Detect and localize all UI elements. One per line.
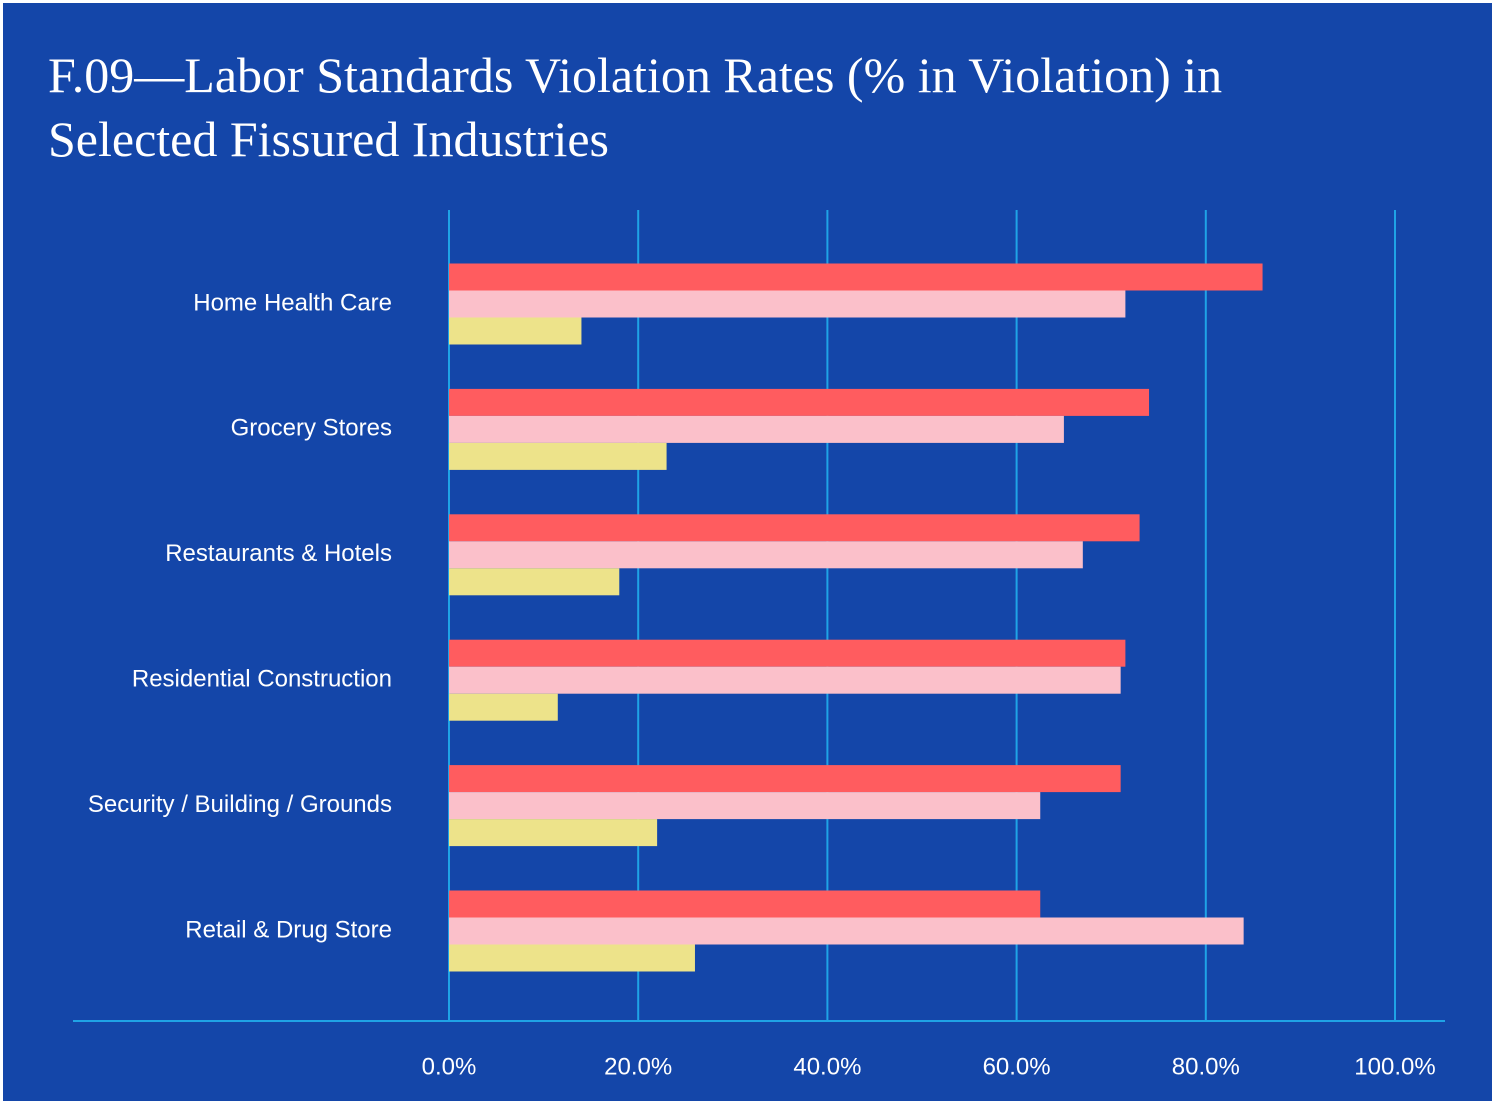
bar <box>449 290 1126 318</box>
y-tick-label: Grocery Stores <box>231 415 392 442</box>
bar <box>449 317 582 345</box>
x-tick-label: 80.0% <box>1172 1053 1240 1080</box>
x-tick-label: 60.0% <box>983 1053 1051 1080</box>
x-tick-label: 0.0% <box>422 1053 477 1080</box>
bar <box>449 442 667 470</box>
bar <box>449 765 1121 793</box>
y-tick-label: Security / Building / Grounds <box>88 791 392 818</box>
bar <box>449 944 695 972</box>
bar <box>449 415 1064 443</box>
y-tick-label: Residential Construction <box>132 666 392 693</box>
x-tick-label: 40.0% <box>793 1053 861 1080</box>
bar <box>449 639 1126 667</box>
y-tick-label: Restaurants & Hotels <box>165 540 392 567</box>
bar <box>449 541 1083 569</box>
bar <box>449 514 1140 542</box>
bar <box>449 568 620 596</box>
bar <box>449 890 1041 918</box>
bar <box>449 693 558 721</box>
bar <box>449 263 1263 291</box>
x-tick-label: 20.0% <box>604 1053 672 1080</box>
bar <box>449 666 1121 694</box>
bar <box>449 917 1244 945</box>
x-tick-label: 100.0% <box>1354 1053 1435 1080</box>
y-tick-label: Home Health Care <box>193 289 392 316</box>
chart-title: F.09—Labor Standards Violation Rates (% … <box>48 47 1223 167</box>
y-tick-label: Retail & Drug Store <box>185 916 392 943</box>
bar <box>449 388 1150 416</box>
bar <box>449 819 658 847</box>
bar <box>449 792 1041 820</box>
